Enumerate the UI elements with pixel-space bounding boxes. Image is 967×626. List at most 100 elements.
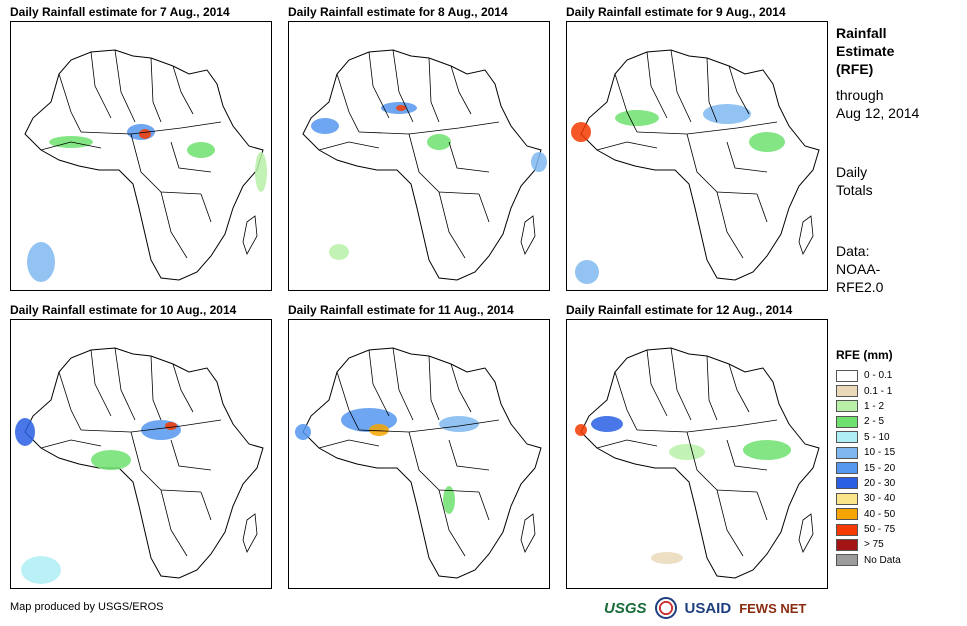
legend-swatch <box>836 369 858 382</box>
legend-item: > 75 <box>836 537 901 552</box>
country-border <box>706 57 718 123</box>
legend-swatch <box>836 508 858 521</box>
legend-label: 5 - 10 <box>864 431 890 443</box>
rainfall-area <box>311 118 339 134</box>
country-border <box>392 49 414 123</box>
country-border <box>686 431 758 493</box>
rainfall-area <box>749 132 785 152</box>
country-border <box>448 141 490 173</box>
rainfall-area <box>575 260 599 284</box>
legend-item: No Data <box>836 553 901 568</box>
legend-item: 0 - 0.1 <box>836 368 901 383</box>
legend-item: 30 - 40 <box>836 491 901 506</box>
country-border <box>40 141 102 151</box>
legend-swatch <box>836 385 858 398</box>
country-border <box>368 349 390 417</box>
country-border <box>40 439 102 449</box>
rainfall-map <box>288 21 550 291</box>
legend-label: > 75 <box>864 539 884 551</box>
country-border <box>170 439 212 471</box>
rainfall-area <box>575 424 587 436</box>
legend-swatch <box>836 477 858 490</box>
country-border <box>318 439 380 449</box>
country-border <box>728 65 750 115</box>
rainfall-area <box>15 418 35 446</box>
legend-item: 15 - 20 <box>836 460 901 475</box>
country-border <box>150 57 162 123</box>
rainfall-area <box>427 134 451 150</box>
country-border <box>80 121 222 135</box>
usaid-logo-icon: USAID <box>684 599 732 617</box>
africa-outline <box>302 347 542 579</box>
country-border <box>408 431 480 493</box>
legend-item: 5 - 10 <box>836 430 901 445</box>
country-border <box>114 49 136 123</box>
madagascar-outline <box>520 513 536 553</box>
panel-title: Daily Rainfall estimate for 8 Aug., 2014 <box>288 5 508 19</box>
map-panel-6: Daily Rainfall estimate for 12 Aug., 201… <box>566 303 828 593</box>
country-border <box>90 349 112 417</box>
legend-item: 20 - 30 <box>836 476 901 491</box>
rainfall-area <box>329 244 349 260</box>
legend-swatch <box>836 462 858 475</box>
panel-title: Daily Rainfall estimate for 7 Aug., 2014 <box>10 5 230 19</box>
country-border <box>336 73 360 133</box>
legend-label: 10 - 15 <box>864 447 896 459</box>
legend-swatch <box>836 400 858 413</box>
side-data-source: Data: NOAA- RFE2.0 <box>836 243 884 295</box>
legend-label: No Data <box>864 554 901 566</box>
country-border <box>358 121 500 135</box>
rainfall-area <box>21 556 61 584</box>
africa-outline <box>580 49 820 281</box>
country-border <box>478 491 490 521</box>
country-border <box>200 491 212 521</box>
country-border <box>686 133 758 195</box>
panel-title: Daily Rainfall estimate for 12 Aug., 201… <box>566 303 793 317</box>
legend-item: 0.1 - 1 <box>836 383 901 398</box>
country-border <box>596 141 658 151</box>
rainfall-area <box>531 152 547 172</box>
country-border <box>726 141 768 173</box>
map-panel-1: Daily Rainfall estimate for 7 Aug., 2014 <box>10 5 272 295</box>
credit-text: Map produced by USGS/EROS <box>10 601 164 613</box>
africa-outline <box>24 347 264 579</box>
rainfall-map <box>566 21 828 291</box>
country-border <box>170 141 212 173</box>
madagascar-outline <box>798 513 814 553</box>
legend-label: 0 - 0.1 <box>864 370 893 382</box>
country-border <box>670 347 692 421</box>
panel-title: Daily Rainfall estimate for 10 Aug., 201… <box>10 303 237 317</box>
country-border <box>478 193 490 223</box>
rainfall-area <box>703 104 751 124</box>
country-border <box>150 355 162 421</box>
rainfall-area <box>615 110 659 126</box>
logo-strip: USGS USAID FEWS NET <box>604 594 806 622</box>
rainfall-area <box>255 152 267 192</box>
country-border <box>646 51 668 119</box>
map-panel-3: Daily Rainfall estimate for 9 Aug., 2014 <box>566 5 828 295</box>
madagascar-outline <box>242 215 258 255</box>
country-border <box>58 371 82 431</box>
legend-label: 15 - 20 <box>864 462 896 474</box>
country-border <box>130 431 202 493</box>
country-border <box>114 347 136 421</box>
legend-swatch <box>836 431 858 444</box>
country-border <box>716 489 744 557</box>
side-through-date: through Aug 12, 2014 <box>836 87 920 121</box>
rainfall-map <box>10 319 272 589</box>
madagascar-outline <box>520 215 536 255</box>
country-border <box>358 419 500 433</box>
legend-label: 50 - 75 <box>864 524 896 536</box>
legend-swatch <box>836 492 858 505</box>
rainfall-area <box>669 444 705 460</box>
country-border <box>756 491 768 521</box>
legend-label: 20 - 30 <box>864 477 896 489</box>
country-border <box>716 191 744 259</box>
country-border <box>450 65 472 115</box>
legend-label: 1 - 2 <box>864 400 885 412</box>
country-border <box>130 133 202 195</box>
legend-swatch <box>836 523 858 536</box>
rainfall-area <box>369 424 389 436</box>
country-border <box>448 439 490 471</box>
country-border <box>636 419 778 433</box>
